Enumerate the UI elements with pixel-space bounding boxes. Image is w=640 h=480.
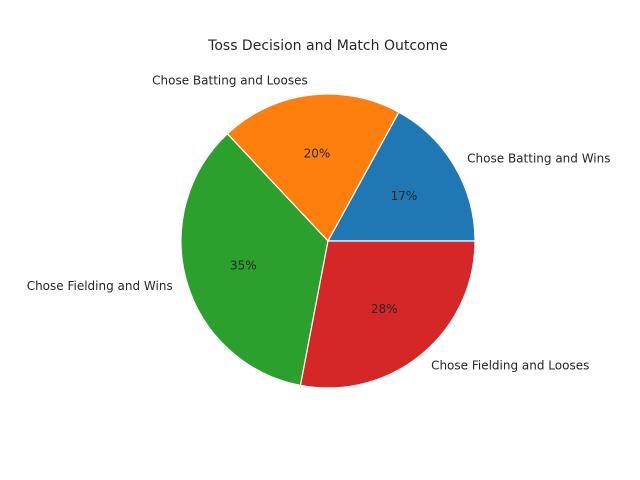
pie-slices [180,93,476,389]
slice-category-label: Chose Fielding and Looses [431,359,589,373]
slice-category-label: Chose Fielding and Wins [27,279,173,293]
slice-percent-label: 17% [391,189,418,203]
slice-percent-label: 28% [371,302,398,316]
pie-slice [299,240,476,389]
slice-percent-label: 35% [230,259,257,273]
slice-percent-label: 20% [304,146,331,160]
slice-category-label: Chose Batting and Looses [152,74,308,88]
chart-title: Toss Decision and Match Outcome [207,38,448,54]
slice-category-label: Chose Batting and Wins [467,152,610,166]
pie-slice [226,93,400,242]
pie-slice [180,133,329,386]
pie-labels: 17% Chose Batting and Wins 20% Chose Battin… [27,74,611,373]
pie-slice [327,111,476,242]
